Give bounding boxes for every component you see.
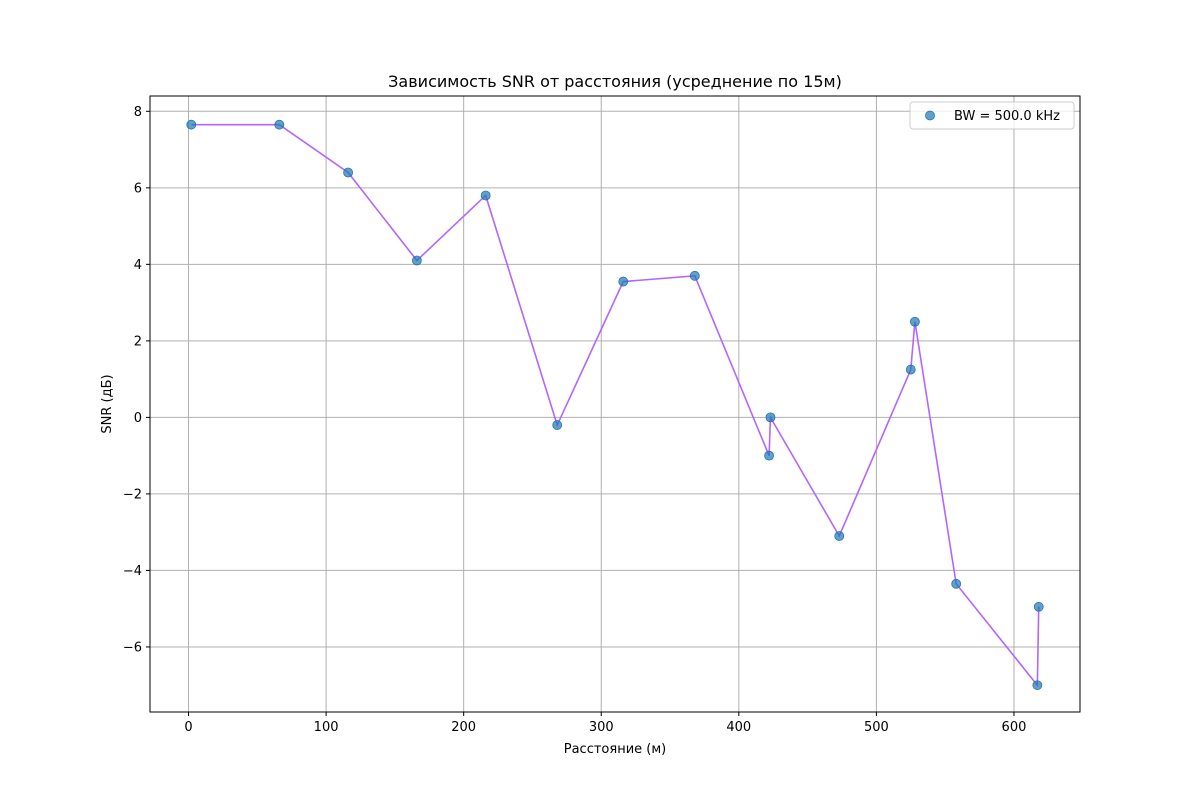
y-tick-label: 6 (134, 181, 142, 196)
x-tick-label: 0 (184, 720, 192, 735)
x-tick-label: 200 (451, 720, 476, 735)
data-point (764, 450, 774, 461)
x-tick-label: 100 (314, 720, 339, 735)
data-point (905, 364, 916, 375)
y-tick-label: 0 (134, 411, 142, 426)
data-point (186, 119, 197, 130)
chart-title: Зависимость SNR от расстояния (усреднени… (388, 72, 842, 91)
x-tick-label: 600 (1002, 720, 1027, 735)
y-tick-label: −2 (123, 487, 142, 502)
data-point (274, 119, 285, 130)
x-tick-label: 300 (589, 720, 614, 735)
data-point (552, 420, 563, 430)
grid-lines (150, 96, 1080, 712)
data-point (689, 270, 700, 281)
series-points (186, 119, 1044, 691)
data-point (618, 276, 629, 287)
data-point (765, 412, 776, 423)
y-tick-label: 8 (134, 105, 142, 120)
x-axis-ticks: 0 100 200 300 400 500 600 (184, 712, 1026, 735)
data-point (834, 531, 845, 541)
data-point (480, 190, 491, 201)
x-axis-label: Расстояние (м) (564, 742, 666, 757)
plot-frame (149, 95, 1081, 713)
data-point (1032, 680, 1043, 691)
data-point (910, 316, 920, 327)
y-tick-label: 4 (134, 258, 142, 273)
x-tick-label: 400 (726, 720, 751, 735)
y-axis-label: SNR (дБ) (100, 374, 115, 433)
legend-entry-label: BW = 500.0 kHz (954, 109, 1060, 124)
series-line (191, 123, 1040, 688)
legend-marker (925, 110, 935, 121)
y-tick-label: 2 (134, 334, 142, 349)
y-tick-label: −4 (123, 564, 142, 579)
data-point (1033, 601, 1044, 612)
data-point (343, 167, 354, 178)
y-tick-label: −6 (123, 640, 142, 655)
y-axis-ticks: −6 −4 −2 0 2 4 6 8 (123, 105, 150, 655)
data-point (411, 255, 422, 266)
data-point (951, 578, 962, 589)
x-tick-label: 500 (864, 720, 889, 735)
legend-box (909, 101, 1075, 130)
legend: BW = 500.0 kHz (909, 101, 1075, 130)
